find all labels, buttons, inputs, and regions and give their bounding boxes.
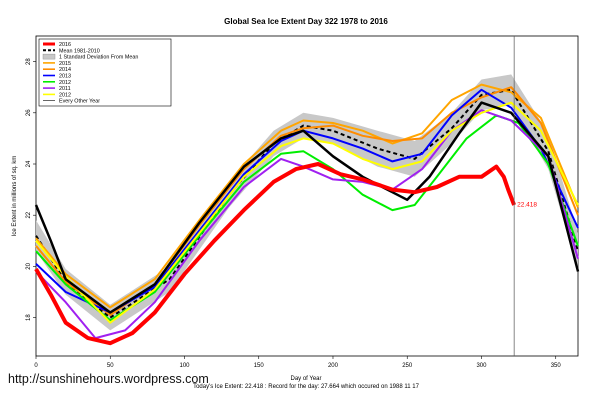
legend-box <box>38 38 172 107</box>
std-band-layer <box>36 74 578 331</box>
source-watermark: http://sunshinehours.wordpress.com <box>8 372 209 386</box>
legend-swatch <box>42 53 56 60</box>
y-tick-label: 20 <box>26 262 32 269</box>
y-tick-label: 22 <box>26 211 32 218</box>
legend-item: 2015 <box>43 61 71 67</box>
legend-label: 2013 <box>59 74 71 80</box>
legend-item: 2016 <box>43 42 71 48</box>
y-tick-label: 28 <box>26 58 32 65</box>
series-line-2013-3 <box>35 88 579 314</box>
series-line-2015-1 <box>35 83 579 309</box>
y-tick-label: 26 <box>26 109 32 116</box>
legend-label: Every Other Year <box>59 99 100 105</box>
legend-label: 2012 <box>59 92 71 98</box>
series-line-every-other-year-7 <box>34 101 580 314</box>
x-axis: 0 50 100 150 200 250 300 350 <box>34 356 561 369</box>
series-layer <box>34 83 580 346</box>
footer-text: Today's Ice Extent: 22.418 : Record for … <box>193 384 420 390</box>
x-tick-label: 300 <box>476 363 487 369</box>
plot-frame <box>35 35 579 357</box>
legend-label: 1 Standard Deviation From Mean <box>59 55 138 61</box>
x-tick-label: 0 <box>34 363 38 369</box>
legend-label: Mean 1981-2010 <box>59 48 100 54</box>
current-value-label: 22.418 <box>517 201 537 208</box>
std-deviation-band <box>36 74 578 331</box>
legend-item: Every Other Year <box>43 99 100 105</box>
x-tick-label: 100 <box>179 363 190 369</box>
x-tick-label: 200 <box>328 363 339 369</box>
y-axis: 18 20 22 24 26 28 <box>26 58 36 321</box>
legend-label: 2016 <box>59 42 71 48</box>
series-line-2016-0 <box>34 162 516 346</box>
legend-item: 2012 <box>43 92 71 98</box>
legend-item: 2013 <box>43 74 71 80</box>
x-tick-label: 50 <box>107 363 114 369</box>
x-tick-label: 250 <box>402 363 413 369</box>
legend-item: 2011 <box>43 86 71 92</box>
legend-label: 2011 <box>59 86 71 92</box>
legend-item: Mean 1981-2010 <box>43 48 100 54</box>
series-line-2012-6 <box>35 101 579 324</box>
legend-label: 2015 <box>59 61 71 67</box>
series-line-2012-4 <box>35 114 579 322</box>
legend-item: 2012 <box>43 80 71 86</box>
x-tick-label: 350 <box>551 363 562 369</box>
x-tick-label: 150 <box>254 363 265 369</box>
legend-item: 1 Standard Deviation From Mean <box>42 53 138 61</box>
x-axis-label: Day of Year <box>290 376 321 382</box>
y-axis-label: Ice Extent in millions of sq. km <box>12 156 18 237</box>
chart-title: Global Sea Ice Extent Day 322 1978 to 20… <box>224 17 388 26</box>
legend-label: 2012 <box>59 80 71 86</box>
y-tick-label: 18 <box>26 314 32 321</box>
legend-item: 2014 <box>43 67 71 73</box>
y-tick-label: 24 <box>26 160 32 167</box>
legend-label: 2014 <box>59 67 71 73</box>
